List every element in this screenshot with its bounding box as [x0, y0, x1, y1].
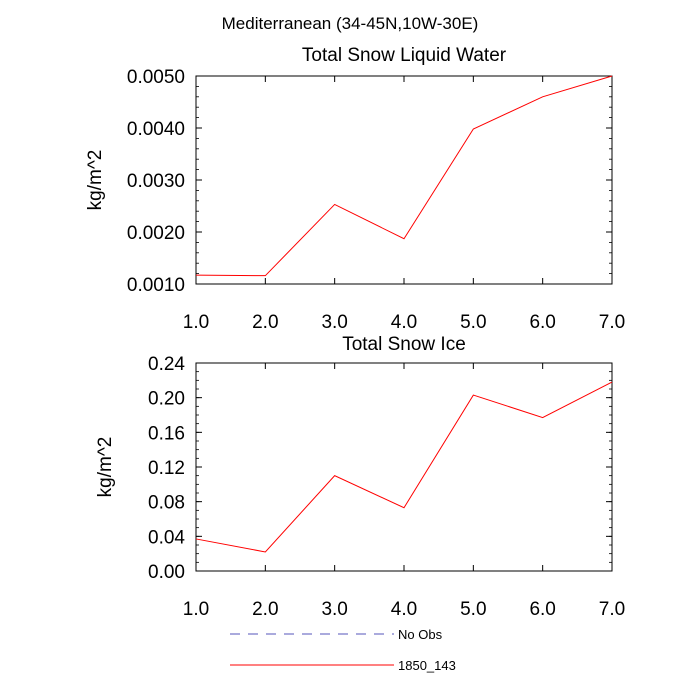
x-tick-label: 5.0	[460, 312, 486, 333]
x-tick-label: 2.0	[252, 312, 278, 333]
x-tick-label: 6.0	[529, 312, 555, 333]
legend: No Obs 1850_143	[230, 627, 456, 673]
y-tick-label: 0.0030	[127, 171, 185, 192]
y-tick-label: 0.0020	[127, 223, 185, 244]
panel-title: Total Snow Ice	[342, 334, 466, 355]
x-tick-label: 1.0	[183, 312, 209, 333]
y-tick-label: 0.16	[148, 423, 185, 444]
legend-label-no-obs: No Obs	[398, 627, 443, 642]
y-tick-label: 0.08	[148, 493, 185, 514]
y-tick-label: 0.04	[148, 527, 185, 548]
series-line-1850-143	[195, 75, 613, 277]
x-tick-label: 3.0	[321, 312, 347, 333]
plot-frame	[195, 362, 613, 572]
legend-label-1850-143: 1850_143	[398, 658, 456, 673]
y-tick-label: 0.24	[148, 354, 185, 375]
x-tick-label: 1.0	[183, 599, 209, 620]
x-tick-label: 7.0	[599, 599, 625, 620]
y-tick-label: 0.00	[148, 562, 185, 583]
plot-frame	[195, 75, 613, 285]
x-tick-label: 2.0	[252, 599, 278, 620]
y-tick-label: 0.0040	[127, 119, 185, 140]
panel-total-snow-liquid-water: Total Snow Liquid Water kg/m^2 1.0 2.0 3.0…	[85, 45, 625, 333]
series-line-1850-143	[195, 381, 613, 553]
x-tick-label: 3.0	[321, 599, 347, 620]
panel-title: Total Snow Liquid Water	[302, 45, 507, 66]
y-tick-label: 0.0050	[127, 67, 185, 88]
y-axis-label: kg/m^2	[85, 150, 106, 211]
x-tick-label: 7.0	[599, 312, 625, 333]
x-tick-label: 6.0	[529, 599, 555, 620]
x-tick-label: 4.0	[391, 599, 417, 620]
figure-title: Mediterranean (34-45N,10W-30E)	[222, 14, 479, 33]
y-axis-label: kg/m^2	[95, 437, 116, 498]
x-tick-label: 4.0	[391, 312, 417, 333]
y-tick-label: 0.0010	[127, 275, 185, 296]
y-tick-label: 0.12	[148, 458, 185, 479]
y-tick-label: 0.20	[148, 389, 185, 410]
x-tick-label: 5.0	[460, 599, 486, 620]
panel-total-snow-ice: Total Snow Ice kg/m^2 1.0 2.0 3.0 4.0 5.0 6.0…	[95, 334, 625, 620]
